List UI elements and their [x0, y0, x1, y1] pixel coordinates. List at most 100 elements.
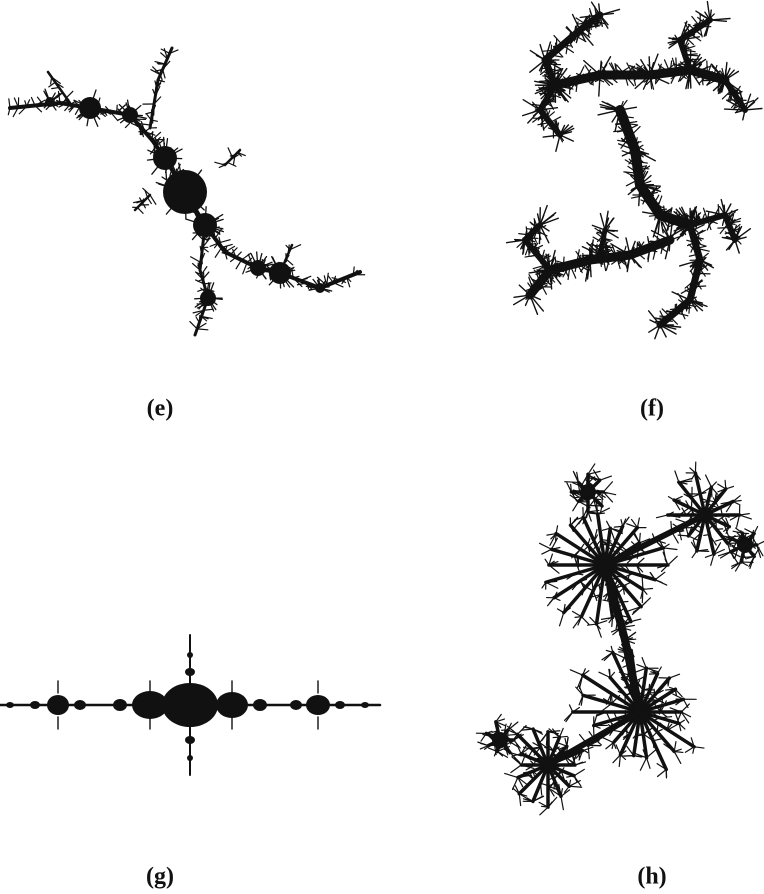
- filament: [287, 260, 293, 265]
- filament: [638, 518, 640, 526]
- filament: [563, 136, 574, 141]
- filament: [582, 544, 584, 547]
- filament: [679, 300, 682, 302]
- filament: [191, 257, 200, 262]
- filament: [588, 539, 589, 543]
- filament: [611, 672, 614, 676]
- filament: [735, 500, 741, 501]
- blob: [185, 736, 195, 744]
- filament: [543, 135, 557, 137]
- filament: [497, 733, 498, 741]
- filament: [126, 103, 127, 107]
- filament: [489, 748, 496, 751]
- filament: [87, 119, 88, 126]
- filament: [709, 64, 711, 71]
- filament: [743, 113, 745, 120]
- filament: [713, 482, 717, 486]
- filament: [214, 303, 217, 305]
- blob: [200, 290, 216, 306]
- filament: [632, 519, 637, 526]
- filament: [505, 773, 516, 776]
- filament: [531, 761, 534, 764]
- filament: [603, 738, 612, 742]
- filament: [630, 124, 638, 125]
- filament: [675, 471, 678, 480]
- filament: [632, 125, 638, 128]
- filament: [569, 705, 571, 710]
- filament: [148, 199, 151, 204]
- filament: [686, 50, 695, 51]
- filament: [625, 711, 626, 718]
- filament: [498, 719, 505, 721]
- filament: [325, 287, 329, 288]
- filament: [666, 689, 674, 690]
- filament: [583, 618, 589, 624]
- filament: [625, 246, 626, 251]
- filament: [93, 90, 96, 98]
- filament: [611, 646, 612, 650]
- filament: [626, 181, 634, 185]
- filament: [662, 699, 663, 703]
- panel-label: (g): [146, 864, 174, 890]
- filament: [9, 99, 10, 106]
- filament: [251, 254, 254, 261]
- filament: [637, 551, 638, 558]
- filament: [755, 526, 758, 531]
- filament: [143, 204, 145, 208]
- filament: [716, 494, 717, 500]
- filament: [627, 259, 629, 271]
- filament: [692, 553, 696, 558]
- filament: [534, 297, 540, 300]
- filament: [488, 731, 492, 732]
- filament: [726, 204, 730, 212]
- filament: [637, 665, 645, 668]
- filament: [607, 231, 618, 238]
- filament: [497, 714, 501, 720]
- filament: [731, 536, 739, 537]
- filament: [605, 493, 613, 501]
- filament: [725, 109, 742, 110]
- filament: [665, 60, 669, 69]
- filament: [567, 483, 571, 490]
- filament: [624, 687, 631, 688]
- filament: [192, 234, 197, 239]
- filament: [576, 769, 585, 774]
- filament: [649, 216, 655, 217]
- filament: [14, 98, 17, 105]
- filament: [705, 555, 712, 557]
- filament: [332, 278, 338, 280]
- filament: [540, 543, 550, 548]
- filament: [634, 127, 641, 134]
- filament: [600, 576, 604, 577]
- filament: [690, 468, 694, 472]
- filament: [596, 726, 600, 728]
- blob: [47, 695, 69, 715]
- filament: [672, 292, 687, 299]
- filament: [621, 520, 622, 525]
- filament: [610, 696, 611, 701]
- filament: [542, 806, 546, 807]
- filament: [589, 514, 592, 521]
- filament: [138, 117, 146, 119]
- filament: [713, 19, 730, 20]
- filament: [156, 138, 157, 144]
- filament: [65, 106, 69, 110]
- filament: [159, 80, 164, 81]
- filament: [594, 715, 597, 724]
- filament: [138, 208, 143, 213]
- filament: [508, 735, 516, 736]
- filament: [753, 536, 754, 543]
- filament: [327, 273, 328, 283]
- blob: [335, 701, 345, 709]
- blob: [290, 700, 302, 710]
- blob: [163, 170, 207, 214]
- filament: [511, 766, 520, 772]
- filament: [565, 482, 577, 483]
- filament: [539, 802, 546, 806]
- filament: [174, 148, 177, 151]
- filament: [711, 556, 714, 565]
- filament: [605, 515, 705, 565]
- filament: [215, 249, 220, 257]
- filament: [598, 111, 615, 115]
- filament: [675, 753, 681, 763]
